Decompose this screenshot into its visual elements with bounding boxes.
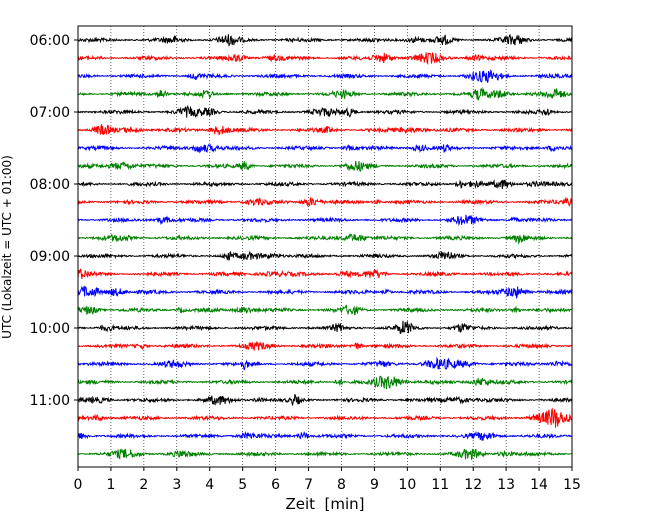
trace-line bbox=[77, 214, 573, 226]
x-tick-label: 2 bbox=[139, 477, 148, 493]
x-tick-label: 9 bbox=[370, 477, 379, 493]
x-tick-label: 6 bbox=[271, 477, 280, 493]
y-axis-ticks: 06:00 07:00 08:00 09:00 10:00 11:00 bbox=[30, 33, 78, 409]
trace-line bbox=[77, 69, 573, 84]
x-axis-label: Zeit [min] bbox=[285, 495, 364, 513]
x-tick-label: 7 bbox=[304, 477, 313, 493]
trace-line bbox=[77, 285, 573, 300]
x-tick-label: 14 bbox=[530, 477, 548, 493]
y-tick-label: 08:00 bbox=[30, 177, 70, 193]
trace-line bbox=[77, 233, 573, 245]
x-tick-label: 0 bbox=[74, 477, 83, 493]
x-tick-label: 13 bbox=[497, 477, 515, 493]
trace-line bbox=[77, 33, 573, 47]
trace-line bbox=[77, 179, 573, 190]
x-tick-label: 12 bbox=[464, 477, 482, 493]
trace-line bbox=[77, 143, 573, 154]
trace-line bbox=[77, 160, 573, 172]
y-tick-label: 06:00 bbox=[30, 33, 70, 49]
trace-line bbox=[77, 52, 573, 66]
x-tick-label: 3 bbox=[172, 477, 181, 493]
trace-line bbox=[77, 197, 573, 208]
trace-line bbox=[77, 104, 573, 118]
x-tick-label: 5 bbox=[238, 477, 247, 493]
trace-line bbox=[77, 268, 573, 280]
y-tick-label: 11:00 bbox=[30, 393, 70, 409]
trace-line bbox=[77, 393, 573, 407]
y-tick-label: 09:00 bbox=[30, 249, 70, 265]
x-tick-label: 8 bbox=[337, 477, 346, 493]
trace-line bbox=[77, 124, 573, 136]
trace-line bbox=[77, 430, 573, 441]
trace-line bbox=[77, 340, 573, 352]
x-tick-label: 11 bbox=[431, 477, 449, 493]
trace-line bbox=[77, 250, 573, 261]
trace-line bbox=[77, 320, 573, 335]
trace-line bbox=[77, 304, 573, 316]
x-tick-label: 1 bbox=[106, 477, 115, 493]
x-axis-ticks: 0 1 2 3 4 5 6 7 8 9 10 11 12 13 14 15 bbox=[74, 467, 581, 493]
trace-line bbox=[77, 356, 573, 371]
plot-frame bbox=[77, 25, 573, 468]
y-axis-label: UTC (Lokalzeit = UTC + 01:00) bbox=[0, 155, 14, 339]
x-tick-label: 10 bbox=[398, 477, 416, 493]
x-tick-label: 15 bbox=[563, 477, 581, 493]
trace-line bbox=[77, 407, 573, 428]
trace-line bbox=[77, 447, 573, 460]
y-tick-label: 10:00 bbox=[30, 321, 70, 337]
trace-line bbox=[77, 86, 573, 101]
y-tick-label: 07:00 bbox=[30, 105, 70, 121]
trace-line bbox=[77, 375, 573, 390]
x-tick-label: 4 bbox=[205, 477, 214, 493]
seismic-traces bbox=[77, 33, 573, 460]
